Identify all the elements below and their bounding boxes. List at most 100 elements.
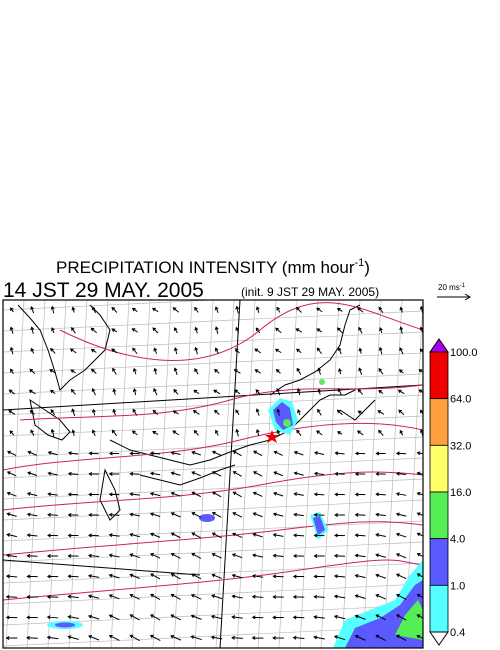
wind-arrow <box>395 471 407 476</box>
wind-arrow <box>5 615 18 620</box>
wind-arrow <box>87 574 100 578</box>
wind-arrow <box>334 533 345 538</box>
wind-arrow <box>252 553 264 558</box>
wind-arrow <box>88 635 100 641</box>
wind-arrow <box>398 409 405 416</box>
wind-arrow <box>316 328 323 333</box>
wind-arrow <box>275 327 282 334</box>
wind-arrow <box>334 513 345 517</box>
wind-arrow <box>108 451 120 456</box>
wind-arrow <box>274 348 282 354</box>
wind-arrow <box>108 634 120 641</box>
wind-arrow <box>172 430 180 436</box>
wind-arrow <box>272 615 284 620</box>
location-star <box>265 430 279 443</box>
wind-arrow <box>375 512 386 517</box>
wind-arrow <box>297 409 301 416</box>
figure-title: PRECIPITATION INTENSITY (mm hour-1) <box>56 257 370 277</box>
colorbar-under <box>429 631 449 646</box>
wind-arrow <box>377 410 385 415</box>
wind-arrow <box>334 451 345 456</box>
wind-arrow <box>354 472 366 476</box>
wind-arrow <box>50 428 55 437</box>
wind-arrow <box>30 347 35 354</box>
wind-arrow <box>173 327 178 334</box>
wind-arrow <box>317 367 322 375</box>
wind-arrow <box>129 634 140 642</box>
wind-arrow <box>292 635 305 640</box>
wind-arrow <box>358 347 363 354</box>
meridian <box>5 300 25 648</box>
wind-arrow <box>296 348 302 354</box>
wind-arrow <box>170 552 181 559</box>
wind-arrow <box>170 532 181 539</box>
meridian <box>236 300 256 648</box>
wind-arrow <box>232 532 243 538</box>
wind-arrow <box>211 573 222 579</box>
wind-arrow <box>313 615 325 620</box>
wind-arrow <box>6 471 17 477</box>
parallel <box>3 457 423 479</box>
wind-arrow <box>334 492 345 497</box>
wind-arrow <box>333 574 346 579</box>
wind-arrow <box>26 615 38 620</box>
wind-arrow <box>153 367 158 375</box>
wind-arrow <box>51 327 55 334</box>
wind-arrow <box>173 367 178 375</box>
wind-arrow <box>170 512 181 518</box>
title-main: PRECIPITATION INTENSITY (mm hour <box>56 258 355 277</box>
wind-arrow <box>27 450 37 456</box>
colorbar-label: 16.0 <box>450 487 471 499</box>
colorbar-over <box>429 338 449 353</box>
wind-arrow <box>8 389 15 395</box>
wind-arrow <box>27 471 38 476</box>
wind-arrow <box>153 387 158 396</box>
wind-arrow <box>255 389 261 395</box>
wind-arrow <box>131 430 138 436</box>
wind-arrow <box>214 347 219 354</box>
wind-arrow <box>150 553 161 559</box>
meridian <box>362 300 382 648</box>
wind-arrow <box>313 574 325 579</box>
wind-arrow <box>149 512 161 517</box>
wind-arrow <box>191 573 202 580</box>
wind-arrow <box>292 553 305 558</box>
parallel <box>3 300 221 311</box>
wind-arrow <box>232 471 242 477</box>
wind-arrow <box>67 553 79 558</box>
wind-arrow <box>129 492 140 497</box>
wind-arrow <box>231 615 243 620</box>
wind-arrow <box>356 430 364 436</box>
valid-time: 14 JST 29 MAY. 2005 <box>3 279 204 302</box>
wind-arrow <box>251 615 264 620</box>
wind-arrow <box>194 368 199 375</box>
wind-arrow <box>26 491 38 497</box>
wind-arrow <box>47 533 58 538</box>
wind-arrow <box>46 553 59 558</box>
wind-arrow <box>26 635 38 640</box>
wind-arrow <box>26 533 38 538</box>
parallel <box>3 310 423 332</box>
wind-arrow <box>193 389 200 395</box>
wind-arrow <box>313 553 325 558</box>
wind-arrow <box>88 471 99 476</box>
wind-arrow <box>378 389 384 394</box>
wind-arrow <box>416 451 423 456</box>
wind-arrow <box>296 367 302 375</box>
wind-arrow <box>90 349 97 353</box>
wind-arrow <box>375 634 387 642</box>
wind-arrow <box>170 491 181 497</box>
wind-arrow <box>395 451 407 456</box>
wind-arrow <box>192 410 200 415</box>
parallel <box>3 562 423 584</box>
wind-arrow <box>375 471 386 476</box>
wind-arrow <box>6 491 17 497</box>
meridian <box>341 300 361 648</box>
wind-arrow <box>251 574 264 579</box>
wind-arrow <box>276 387 281 396</box>
wind-arrow <box>255 428 260 437</box>
wind-arrow <box>378 367 384 375</box>
wind-arrow <box>190 635 202 641</box>
colorbar-segment <box>429 538 449 586</box>
